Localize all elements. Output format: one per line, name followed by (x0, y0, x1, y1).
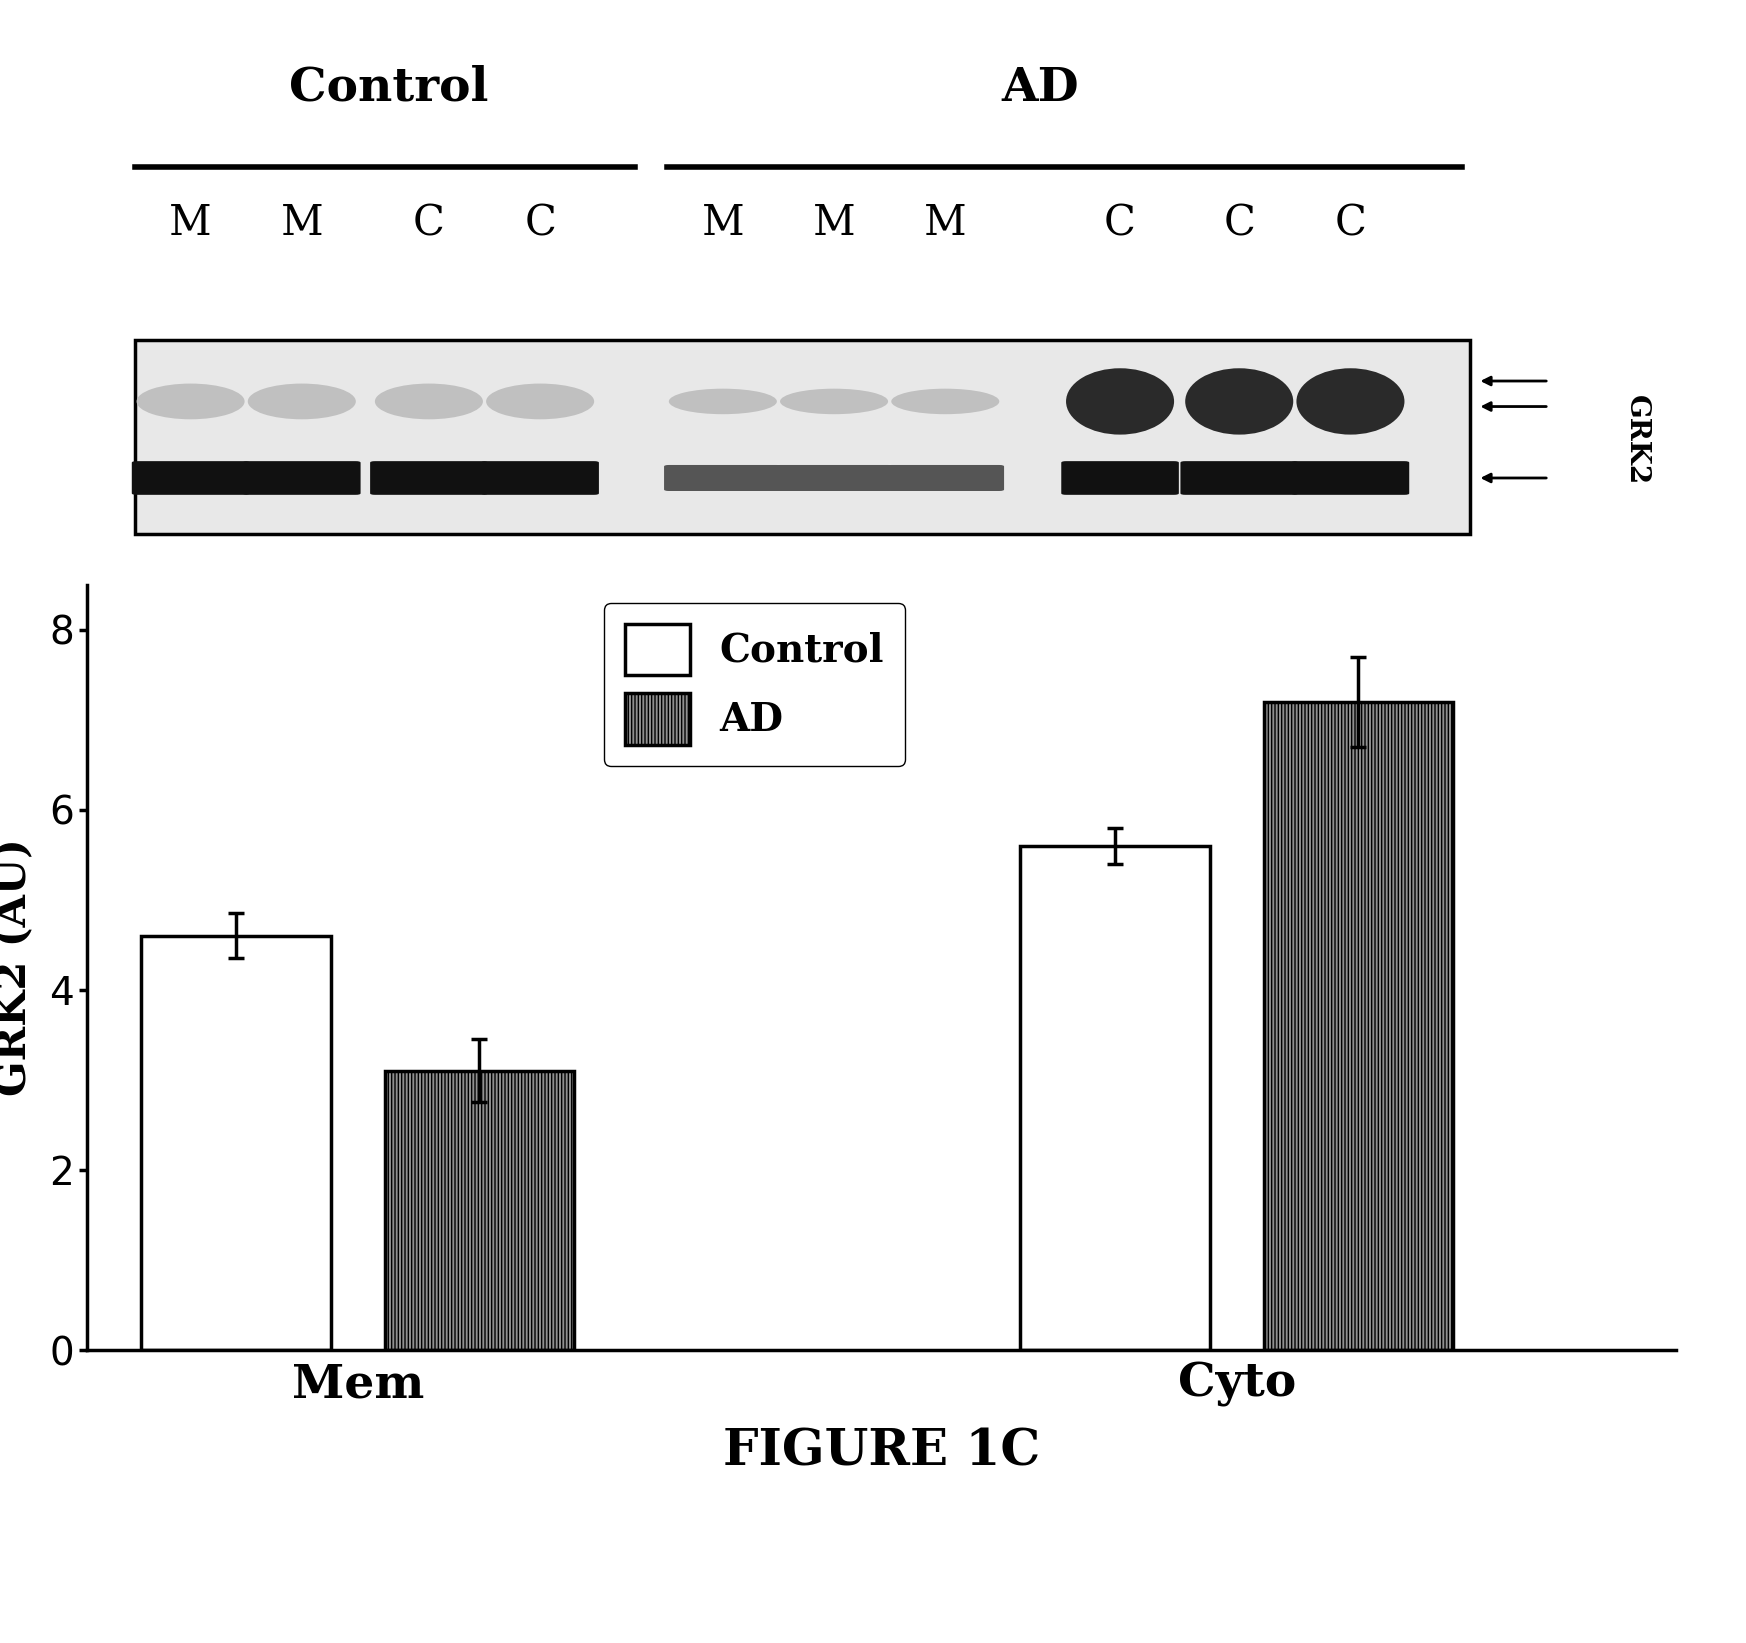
Ellipse shape (890, 389, 999, 414)
FancyBboxPatch shape (482, 462, 599, 495)
FancyBboxPatch shape (370, 462, 487, 495)
FancyBboxPatch shape (1062, 462, 1179, 495)
FancyBboxPatch shape (243, 462, 361, 495)
Bar (141, 937, 330, 1351)
Text: C: C (414, 202, 445, 245)
Bar (134, 340, 1470, 534)
Bar (384, 1071, 574, 1351)
Ellipse shape (669, 389, 777, 414)
Ellipse shape (1186, 368, 1294, 435)
Text: M: M (702, 202, 744, 245)
Text: C: C (1103, 202, 1137, 245)
Text: M: M (812, 202, 856, 245)
Bar (1264, 702, 1453, 1351)
Text: FIGURE 1C: FIGURE 1C (723, 1428, 1041, 1475)
FancyBboxPatch shape (131, 462, 250, 495)
Text: M: M (169, 202, 211, 245)
Text: C: C (1224, 202, 1255, 245)
FancyBboxPatch shape (775, 465, 892, 491)
FancyBboxPatch shape (1292, 462, 1409, 495)
FancyBboxPatch shape (663, 465, 782, 491)
Text: M: M (281, 202, 323, 245)
Ellipse shape (136, 383, 244, 419)
Ellipse shape (780, 389, 889, 414)
Text: C: C (1334, 202, 1367, 245)
Text: M: M (924, 202, 967, 245)
Y-axis label: GRK2 (AU): GRK2 (AU) (0, 838, 35, 1096)
FancyBboxPatch shape (1180, 462, 1297, 495)
Text: AD: AD (1002, 64, 1079, 110)
Ellipse shape (1067, 368, 1173, 435)
Ellipse shape (485, 383, 594, 419)
Ellipse shape (1297, 368, 1404, 435)
FancyBboxPatch shape (887, 465, 1004, 491)
Text: C: C (524, 202, 555, 245)
Text: GRK2: GRK2 (1624, 394, 1650, 485)
Ellipse shape (375, 383, 484, 419)
Bar (1020, 846, 1210, 1351)
Ellipse shape (248, 383, 356, 419)
Legend: Control, AD: Control, AD (604, 603, 906, 766)
Text: Control: Control (290, 64, 489, 110)
